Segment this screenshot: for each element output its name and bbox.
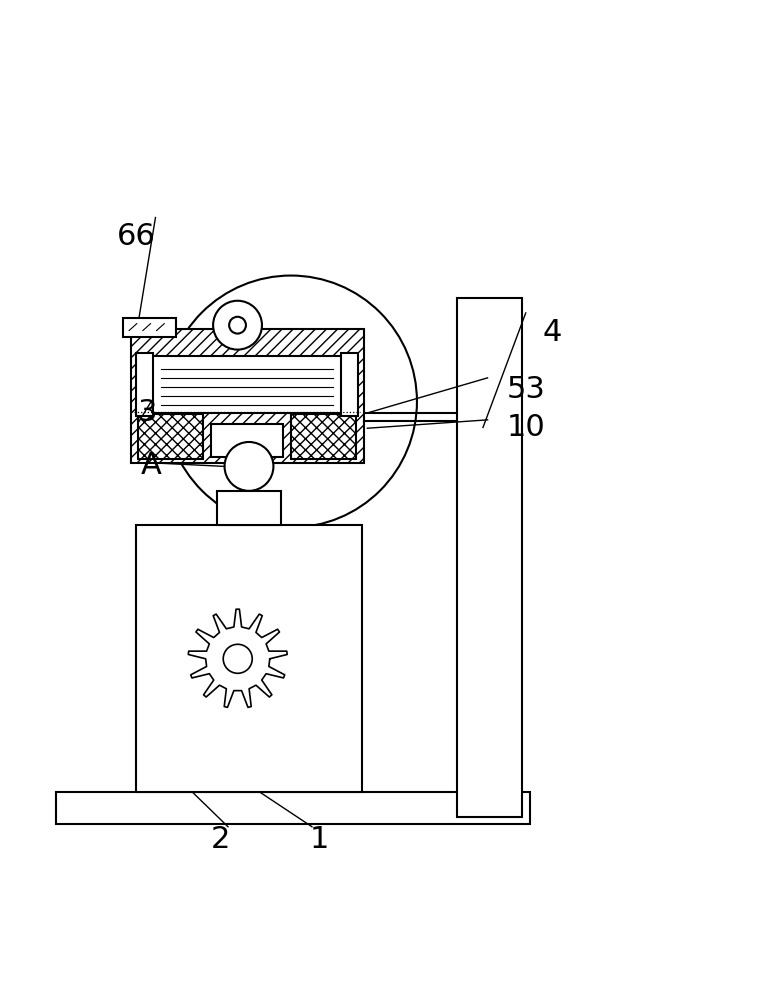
Bar [150,356,345,413]
Text: 3: 3 [138,398,158,427]
Bar [56,792,530,824]
Text: 4: 4 [543,318,562,347]
Bar [136,525,361,792]
Circle shape [165,276,417,527]
Circle shape [225,442,274,491]
Circle shape [229,317,246,334]
Bar [457,298,522,817]
Circle shape [223,644,252,673]
Text: 2: 2 [211,825,230,854]
Text: 10: 10 [506,413,545,442]
Bar [131,329,364,463]
Text: 66: 66 [117,222,156,251]
Circle shape [213,301,262,350]
Bar [217,491,281,525]
Text: 53: 53 [506,375,545,404]
Bar [341,353,358,416]
Text: A: A [141,451,162,480]
Bar [291,414,356,459]
Bar [211,424,283,457]
Bar [138,414,203,459]
Bar [123,318,176,337]
Bar [136,353,153,416]
Text: 1: 1 [310,825,329,854]
